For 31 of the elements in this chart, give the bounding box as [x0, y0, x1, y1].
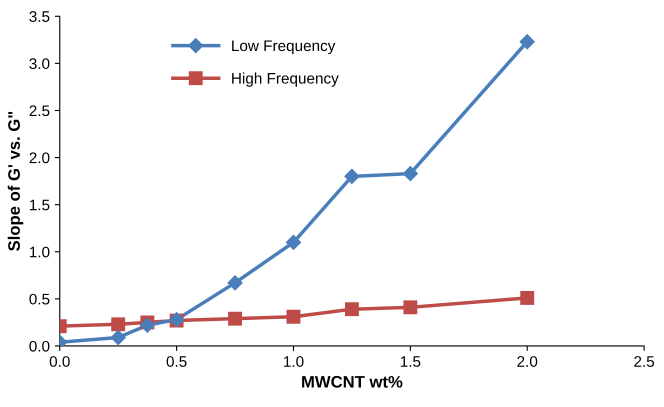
y-tick-label: 3.5 [29, 11, 50, 22]
y-tick-label: 3.0 [29, 58, 50, 70]
point [227, 275, 243, 290]
point [110, 330, 126, 346]
point [286, 234, 302, 250]
point [402, 166, 418, 182]
x-axis-title: MWCNT wt% [302, 376, 402, 388]
legend-label: Low Frequency [232, 40, 336, 54]
y-tick-label: 2.5 [30, 105, 50, 116]
point [140, 318, 155, 333]
x-tick-label: 1.0 [284, 356, 304, 367]
y-tick-label: 1.5 [30, 200, 50, 210]
legend-label: High Frequency [232, 72, 339, 87]
y-tick-label: 2.0 [30, 152, 50, 164]
x-tick-label: 0.0 [50, 356, 70, 367]
y-tick-label: 0.0 [29, 340, 50, 352]
x-tick-label: 0.5 [166, 356, 187, 367]
x-tick-label: 2.5 [634, 356, 654, 367]
x-tick-label: 1.5 [400, 356, 420, 367]
point [520, 290, 534, 305]
x-tick-label: 2.0 [517, 356, 538, 367]
point [344, 168, 360, 184]
y-axis-title: Slope of G' vs. G" [8, 112, 24, 251]
y-tick-label: 0.5 [29, 294, 50, 305]
y-tick-label: 1.0 [30, 246, 50, 258]
point [286, 310, 300, 324]
point [344, 302, 359, 316]
point [403, 300, 418, 314]
point [111, 317, 126, 332]
point [228, 312, 242, 326]
point [520, 34, 535, 50]
